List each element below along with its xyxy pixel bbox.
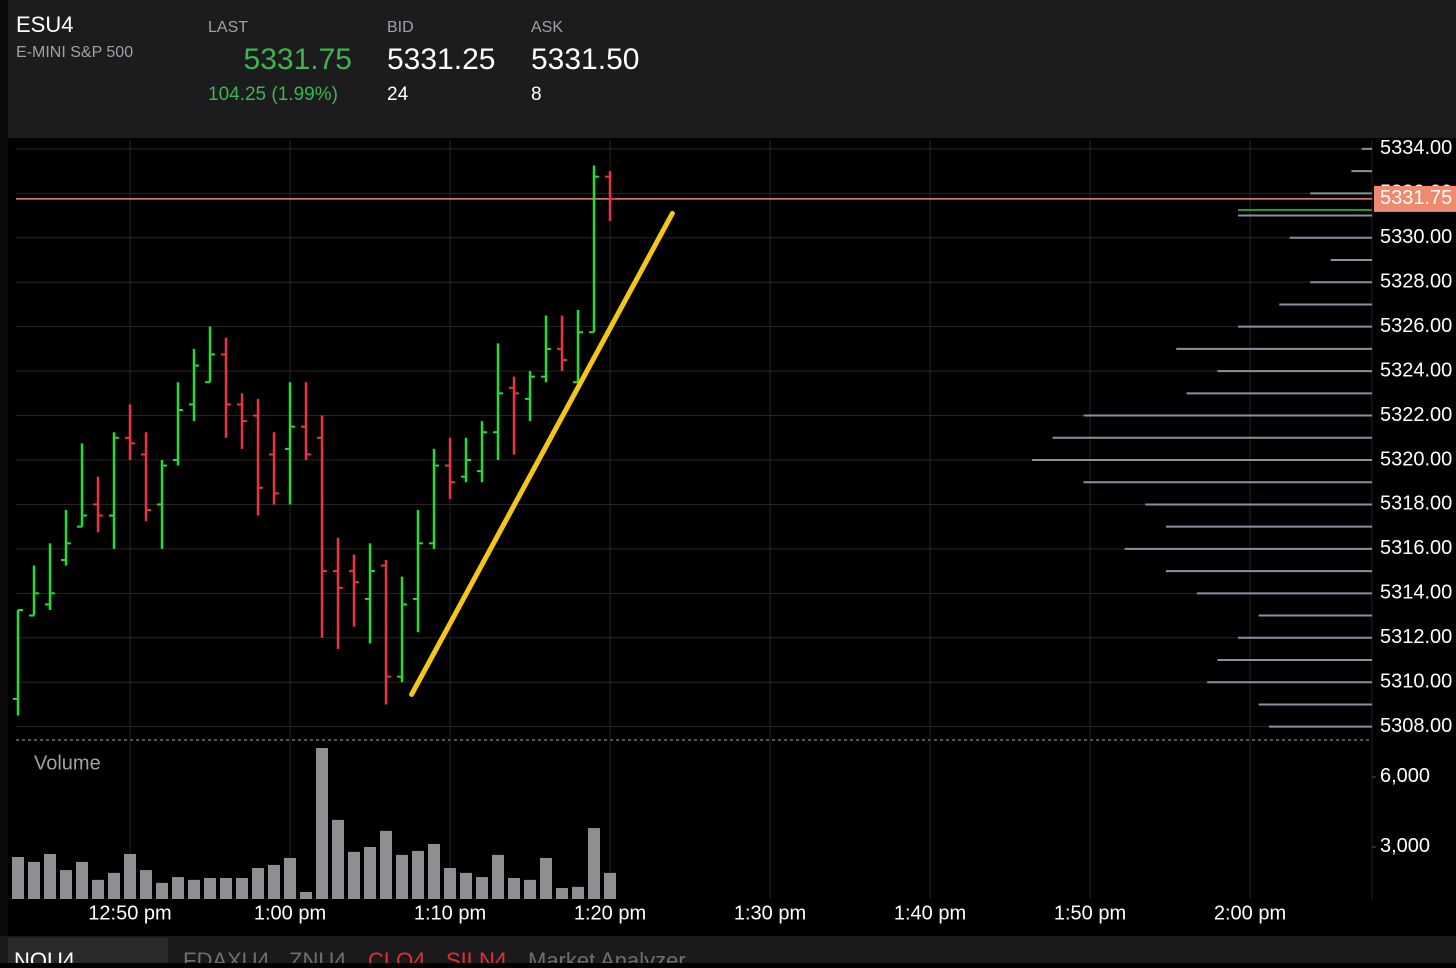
volume-bar xyxy=(572,886,584,899)
volume-bar xyxy=(236,878,248,899)
volume-bar xyxy=(556,888,568,899)
last-price-badge-label: 5331.75 xyxy=(1380,187,1452,209)
x-tick-label: 2:00 pm xyxy=(1214,902,1286,924)
volume-bar xyxy=(268,864,280,899)
volume-bar xyxy=(44,853,56,899)
volume-bar xyxy=(284,857,296,899)
y-tick-label: 5330.00 xyxy=(1380,226,1452,248)
volume-bar xyxy=(188,879,200,899)
volume-bar xyxy=(204,878,216,899)
volume-tick-label: 6,000 xyxy=(1380,765,1430,787)
y-tick-label: 5310.00 xyxy=(1380,671,1452,693)
y-tick-label: 5326.00 xyxy=(1380,315,1452,337)
x-tick-label: 1:40 pm xyxy=(894,902,966,924)
volume-bar xyxy=(476,877,488,899)
volume-bar xyxy=(364,846,376,899)
bid-price: 5331.25 xyxy=(387,43,495,76)
net-change: 104.25 (1.99%) xyxy=(208,84,338,105)
x-tick-label: 1:20 pm xyxy=(574,902,646,924)
symbol: ESU4 xyxy=(16,12,73,37)
volume-bar xyxy=(252,867,264,899)
last-label: LAST xyxy=(208,19,248,36)
volume-bar xyxy=(108,872,120,899)
x-tick-label: 1:00 pm xyxy=(254,902,326,924)
volume-bar xyxy=(92,879,104,899)
volume-bar xyxy=(156,882,168,899)
symbol-name: E-MINI S&P 500 xyxy=(16,44,133,61)
y-tick-label: 5316.00 xyxy=(1380,537,1452,559)
y-tick-label: 5308.00 xyxy=(1380,715,1452,737)
tab-label[interactable]: FDAXU4 xyxy=(183,948,270,968)
y-tick-label: 5318.00 xyxy=(1380,493,1452,515)
x-tick-label: 12:50 pm xyxy=(88,902,171,924)
ask-size: 8 xyxy=(531,84,542,105)
volume-bar xyxy=(220,878,232,899)
volume-bar xyxy=(332,819,344,899)
last-price-badge xyxy=(1374,185,1456,212)
volume-bar xyxy=(124,853,136,899)
volume-bar xyxy=(172,877,184,899)
left-edge xyxy=(0,0,8,963)
volume-bar xyxy=(60,870,72,899)
y-tick-label: 5328.00 xyxy=(1380,271,1452,293)
active-tab[interactable] xyxy=(8,938,168,963)
tab-label[interactable]: SILN4 xyxy=(446,948,507,968)
volume-bar xyxy=(604,872,616,899)
ask-price: 5331.50 xyxy=(531,43,639,76)
volume-tick-label: 3,000 xyxy=(1380,835,1430,857)
y-tick-label: 5324.00 xyxy=(1380,359,1452,381)
volume-bar xyxy=(460,872,472,899)
tab-label[interactable]: ZNU4 xyxy=(289,948,346,968)
volume-bar xyxy=(444,867,456,899)
volume-label: Volume xyxy=(34,752,101,774)
bid-size: 24 xyxy=(387,84,409,105)
volume-bar xyxy=(300,892,312,899)
volume-bar xyxy=(588,828,600,899)
volume-bar xyxy=(524,879,536,899)
volume-bar xyxy=(140,870,152,899)
volume-bar xyxy=(540,857,552,899)
volume-bar xyxy=(508,878,520,899)
volume-bar xyxy=(396,854,408,899)
tab-bar xyxy=(0,936,1456,963)
ask-label: ASK xyxy=(531,19,563,36)
last-price: 5331.75 xyxy=(244,43,352,76)
volume-bar xyxy=(76,861,88,899)
volume-bar xyxy=(412,850,424,899)
x-tick-label: 1:10 pm xyxy=(414,902,486,924)
quote-header xyxy=(8,0,1456,138)
volume-bar xyxy=(348,851,360,899)
x-tick-label: 1:50 pm xyxy=(1054,902,1126,924)
volume-bar xyxy=(12,857,24,899)
trendline xyxy=(409,210,675,697)
y-tick-label: 5334.00 xyxy=(1380,137,1452,159)
y-tick-label: 5312.00 xyxy=(1380,626,1452,648)
volume-bar xyxy=(28,861,40,899)
volume-bar xyxy=(380,830,392,899)
bid-label: BID xyxy=(387,19,414,36)
volume-bar xyxy=(316,748,328,899)
y-tick-label: 5320.00 xyxy=(1380,448,1452,470)
tab-label[interactable]: CLQ4 xyxy=(368,948,425,968)
volume-bar xyxy=(492,854,504,899)
tab-label[interactable]: NQU4 xyxy=(14,948,75,968)
x-tick-label: 1:30 pm xyxy=(734,902,806,924)
y-tick-label: 5322.00 xyxy=(1380,404,1452,426)
volume-bar xyxy=(428,843,440,899)
y-tick-label: 5314.00 xyxy=(1380,582,1452,604)
tab-label[interactable]: Market Analyzer xyxy=(528,948,686,968)
